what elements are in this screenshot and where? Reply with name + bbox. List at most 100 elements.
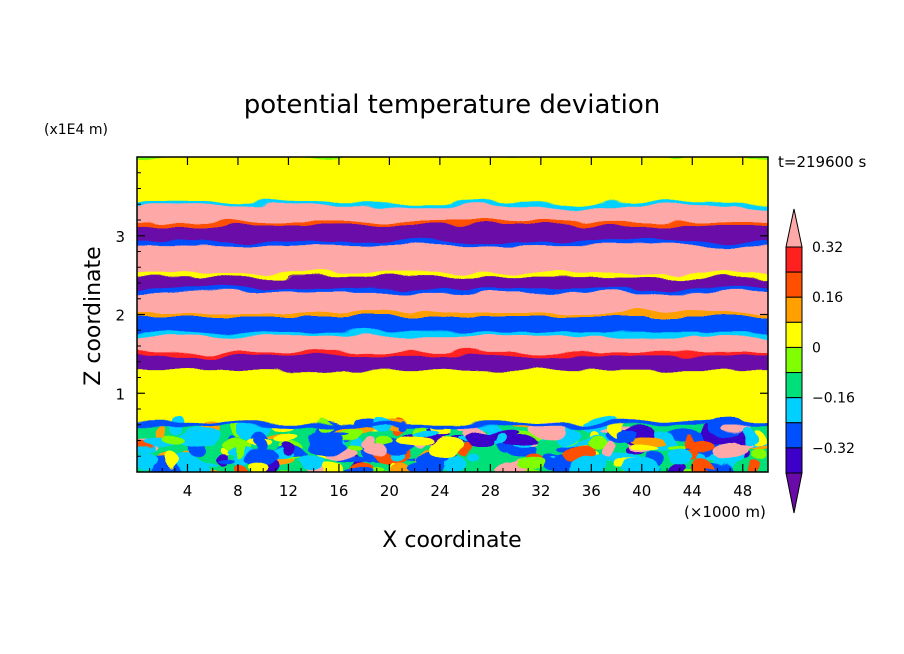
x-unit-label: (×1000 m) xyxy=(684,503,766,521)
transition-band xyxy=(137,422,768,427)
turbulence-blob xyxy=(156,425,167,442)
x-tick-label: 44 xyxy=(683,482,702,500)
x-tick-label: 24 xyxy=(430,482,449,500)
turbulence-blob xyxy=(137,453,158,469)
x-tick-label: 4 xyxy=(183,482,193,500)
turbulence-blob xyxy=(463,431,495,450)
transition-band xyxy=(137,351,768,356)
field-layer xyxy=(137,243,768,276)
turbulence-blob xyxy=(397,435,431,447)
field-layer xyxy=(137,204,768,224)
colorbar-box xyxy=(785,246,803,273)
turbulence-blob xyxy=(275,433,298,445)
turbulence-blob xyxy=(412,429,441,436)
chart-title: potential temperature deviation xyxy=(244,90,660,120)
transition-band xyxy=(137,288,768,293)
turbulence-blob xyxy=(667,447,693,465)
turbulence-blob xyxy=(378,438,395,447)
colorbar-label: −0.32 xyxy=(812,441,855,457)
turbulence-blob xyxy=(164,434,188,445)
turbulence-blob xyxy=(585,436,607,451)
turbulence-blob xyxy=(562,446,598,464)
turbulence-blob xyxy=(337,427,363,441)
turbulence-blob xyxy=(248,461,266,472)
turbulence-blob xyxy=(346,467,372,472)
turbulence-blob xyxy=(620,458,661,472)
turbulence-blob xyxy=(748,462,759,471)
turbulence-blob xyxy=(553,461,563,472)
colorbar-box xyxy=(785,447,803,474)
turbulence-blob xyxy=(688,437,715,453)
x-axis-label: X coordinate xyxy=(382,528,521,553)
turbulence-blob xyxy=(298,453,326,467)
colorbar-box xyxy=(785,372,803,399)
x-axis: 4 8 12 16 20 24 28 32 36 40 44 48 xyxy=(149,157,756,500)
turbulence-blob xyxy=(349,444,366,451)
turbulence-blob xyxy=(233,463,247,472)
x-tick-label: 8 xyxy=(233,482,243,500)
field-layer xyxy=(137,314,768,335)
field-layers xyxy=(137,157,768,472)
colorbar-box xyxy=(785,321,803,348)
turbulence-blob xyxy=(235,438,245,458)
turbulence-blob xyxy=(751,448,768,462)
transition-band xyxy=(137,241,768,246)
x-tick-label: 36 xyxy=(582,482,601,500)
transition-band xyxy=(137,221,768,226)
turbulence-blob xyxy=(497,461,511,472)
turbulence-blob xyxy=(514,458,544,472)
turbulence-blob xyxy=(165,450,179,470)
field-layer xyxy=(137,157,768,205)
turbulence-blob xyxy=(712,441,749,460)
turbulence-blob xyxy=(465,455,476,461)
colorbar-box xyxy=(785,296,803,323)
y-tick-label: 2 xyxy=(115,307,125,325)
field-layer xyxy=(137,223,768,244)
turbulence-blob xyxy=(631,442,658,451)
turbulence-blob xyxy=(307,432,346,452)
turbulence-blob xyxy=(386,462,414,472)
transition-band xyxy=(137,332,768,337)
colorbar-box xyxy=(785,422,803,449)
turbulence-blob xyxy=(365,444,390,456)
turbulence-blob xyxy=(743,427,755,444)
x-tick-label: 28 xyxy=(481,482,500,500)
colorbar-box xyxy=(785,397,803,424)
colorbar-box xyxy=(785,271,803,298)
turbulence-blob xyxy=(179,427,218,447)
colorbar: 0.32 0.16 0 −0.16 −0.32 xyxy=(785,208,855,514)
x-tick-label: 12 xyxy=(279,482,298,500)
x-tick-label: 20 xyxy=(380,482,399,500)
turbulence-blob xyxy=(254,431,267,450)
transition-band xyxy=(137,312,768,317)
colorbar-label: 0.16 xyxy=(812,290,843,306)
x-tick-label: 16 xyxy=(329,482,348,500)
turbulence-blob xyxy=(428,438,461,459)
y-tick-label: 1 xyxy=(115,385,125,403)
transition-band xyxy=(137,273,768,278)
plot-area xyxy=(137,157,768,472)
turbulence-blob xyxy=(180,459,209,472)
turbulence-blob xyxy=(603,440,615,458)
turbulence-blob xyxy=(617,432,636,443)
x-tick-label: 40 xyxy=(632,482,651,500)
y-axis-label: Z coordinate xyxy=(81,246,106,385)
colorbar-extend-high xyxy=(785,208,803,248)
turbulence-blob xyxy=(280,444,294,455)
colorbar-label: 0.32 xyxy=(812,240,843,256)
y-tick-label: 3 xyxy=(115,228,125,246)
colorbar-extend-low xyxy=(785,472,803,514)
turbulence-blob xyxy=(572,459,603,472)
x-tick-label: 48 xyxy=(733,482,752,500)
colorbar-label: 0 xyxy=(812,340,821,356)
colorbar-box xyxy=(785,346,803,374)
turbulence-blob xyxy=(336,457,368,462)
field-layer xyxy=(137,290,768,315)
field-layer xyxy=(137,334,768,354)
turbulence-blob xyxy=(218,457,237,463)
turbulence-blob xyxy=(312,431,349,437)
turbulence-blob xyxy=(495,433,507,442)
colorbar-label: −0.16 xyxy=(812,391,855,407)
field-layer xyxy=(137,353,768,370)
